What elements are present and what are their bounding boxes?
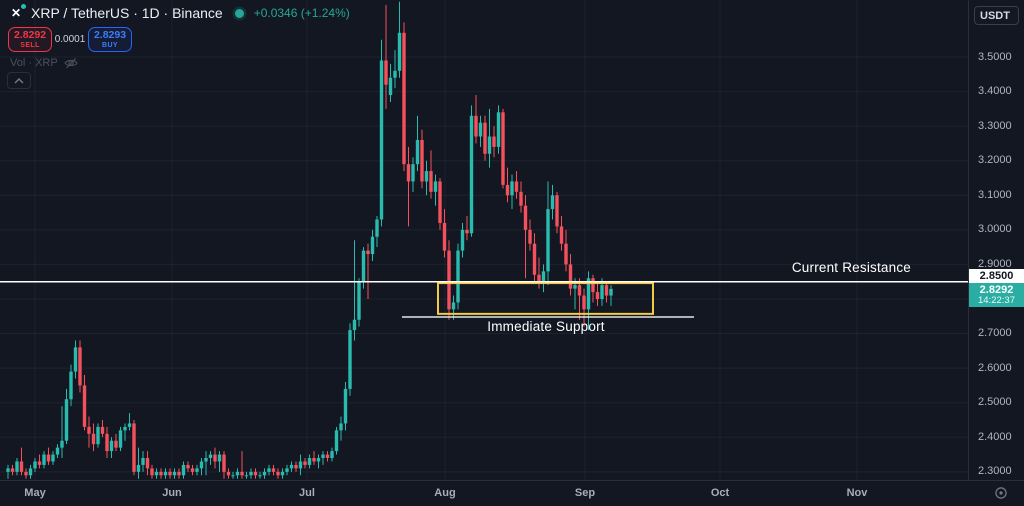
price-tick-label: 2.7000 [978,327,1012,340]
price-tick-label: 3.2000 [978,154,1012,167]
symbol-legend: ✕ XRP / TetherUS · 1D · Binance +0.0346 … [8,4,350,21]
eye-off-icon[interactable] [64,56,78,70]
trade-buttons: 2.8292 SELL 0.0001 2.8293 BUY [8,27,132,52]
xrp-logo-icon: ✕ [8,4,26,21]
chart-pane[interactable]: Current Resistance Immediate Support ✕ X… [0,0,968,480]
currency-selector-label: USDT [980,9,1010,22]
market-status-dot[interactable] [234,8,244,18]
price-change-text: +0.0346 (+1.24%) [253,6,350,20]
sell-label: SELL [20,41,40,49]
logo-spark-dot [21,4,26,9]
time-tick-label: Sep [574,487,596,499]
price-tick-label: 2.9000 [978,257,1012,270]
buy-button[interactable]: 2.8293 BUY [88,27,132,52]
axis-settings-icon[interactable] [994,486,1008,500]
price-tick-label: 2.5000 [978,396,1012,409]
price-tick-label: 3.4000 [978,85,1012,98]
time-tick-label: Jul [299,487,315,499]
price-axis[interactable]: USDT 3.5000 3.4000 3.3000 3.2000 3.1000 3.000… [968,0,1024,480]
resistance-price-tag: 2.8500 [969,268,1024,283]
buy-price: 2.8293 [93,28,127,41]
support-annotation[interactable]: Immediate Support [487,319,605,334]
price-tick-label: 3.5000 [978,50,1012,63]
time-tick-label: Aug [434,487,456,499]
price-tick-label: 3.3000 [978,119,1012,132]
price-tick-label: 2.4000 [978,430,1012,443]
volume-indicator-row: Vol · XRP [10,56,78,70]
bar-countdown: 14:22:37 [978,294,1015,306]
spread-value: 0.0001 [54,34,86,45]
price-tick-label: 2.6000 [978,361,1012,374]
sell-price: 2.8292 [13,28,47,41]
time-tick-label: Nov [846,487,868,499]
price-tick-label: 3.0000 [978,223,1012,236]
candlestick-chart[interactable] [0,0,968,480]
time-tick-label: May [24,487,46,499]
symbol-title[interactable]: XRP / TetherUS · 1D · Binance [31,5,223,21]
time-axis[interactable]: May Jun Jul Aug Sep Oct Nov [0,480,1024,506]
pane-collapse-button[interactable] [7,72,31,89]
resistance-annotation[interactable]: Current Resistance [791,260,911,275]
volume-indicator-label: Vol · XRP [10,57,58,69]
currency-selector-button[interactable]: USDT [974,6,1019,25]
price-tick-label: 3.1000 [978,188,1012,201]
price-tick-label: 2.3000 [978,465,1012,478]
time-tick-label: Oct [710,487,730,499]
time-tick-label: Jun [162,487,182,499]
chevron-up-icon [14,77,24,83]
sell-button[interactable]: 2.8292 SELL [8,27,52,52]
buy-label: BUY [102,41,118,49]
last-price-value: 2.8292 [979,283,1014,296]
last-price-tag: 2.8292 14:22:37 [969,282,1024,307]
